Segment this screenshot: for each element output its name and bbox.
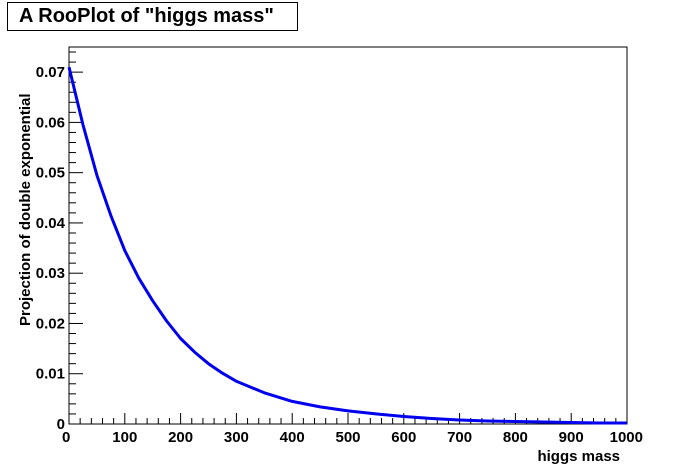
y-tick-label: 0.05 [36, 165, 65, 182]
x-tick-label: 800 [503, 429, 528, 446]
x-tick-label: 1000 [610, 429, 643, 446]
x-axis-ticks: 0 100 200 300 400 500 600 700 800 900 1000 [62, 413, 643, 446]
y-tick-label: 0.06 [36, 114, 65, 131]
x-tick-label: 400 [280, 429, 305, 446]
x-tick-label: 500 [335, 429, 360, 446]
x-tick-label: 0 [62, 429, 70, 446]
y-axis-ticks: 0 0.01 0.02 0.03 0.04 0.05 0.06 0.07 [36, 51, 83, 433]
y-tick-label: 0.07 [36, 64, 65, 81]
y-tick-label: 0.03 [36, 265, 65, 282]
y-tick-label: 0.01 [36, 366, 65, 383]
x-tick-label: 600 [391, 429, 416, 446]
chart-title: A RooPlot of "higgs mass" [7, 2, 298, 31]
x-tick-label: 200 [168, 429, 193, 446]
y-axis-title: Projection of double exponential [17, 93, 34, 326]
y-tick-label: 0 [57, 416, 65, 433]
plot-frame [68, 46, 628, 425]
series-group [67, 66, 627, 425]
x-axis-title: higgs mass [537, 448, 620, 465]
x-tick-label: 700 [447, 429, 472, 446]
x-tick-label: 100 [112, 429, 137, 446]
series-line [67, 66, 627, 425]
y-tick-label: 0.02 [36, 315, 65, 332]
y-tick-label: 0.04 [36, 215, 66, 232]
x-tick-label: 900 [559, 429, 584, 446]
x-tick-label: 300 [224, 429, 249, 446]
